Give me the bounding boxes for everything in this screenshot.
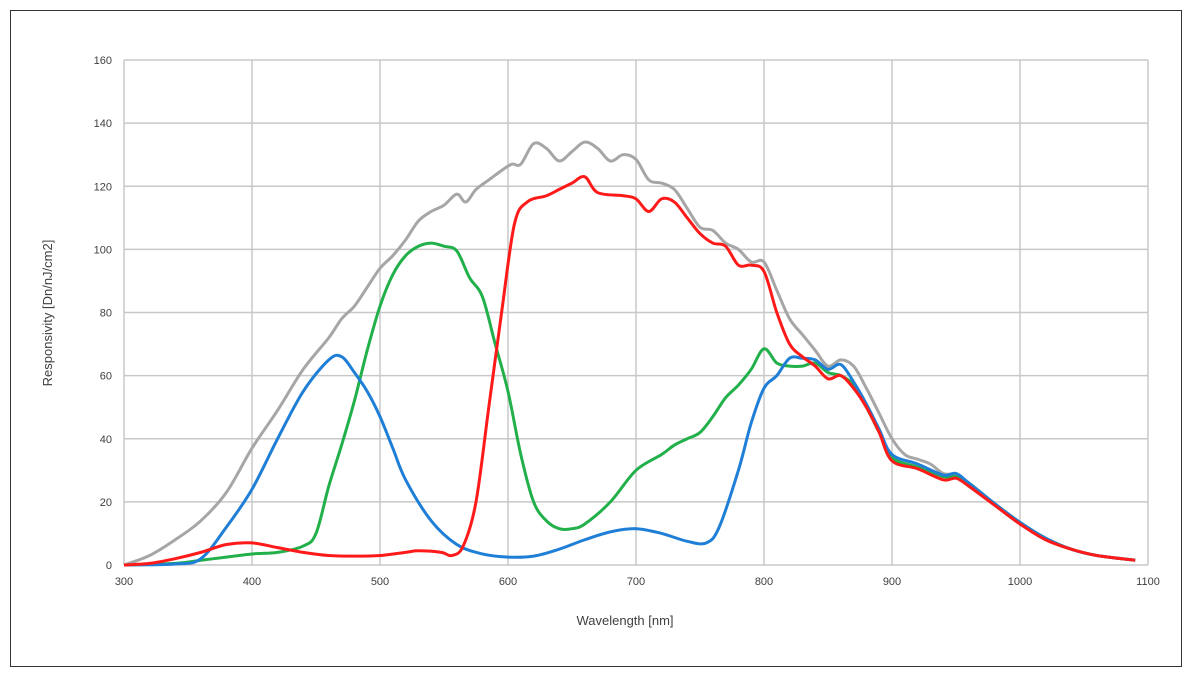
- x-tick-label: 600: [499, 576, 517, 588]
- y-tick-label: 20: [100, 497, 112, 509]
- x-tick-label: 400: [243, 576, 261, 588]
- x-tick-label: 300: [115, 576, 133, 588]
- y-tick-label: 140: [94, 118, 112, 130]
- x-tick-label: 900: [883, 576, 901, 588]
- x-tick-label: 800: [755, 576, 773, 588]
- x-tick-label: 1000: [1008, 576, 1032, 588]
- y-tick-label: 120: [94, 181, 112, 193]
- y-tick-label: 0: [106, 560, 112, 572]
- series-lines: [123, 140, 1136, 567]
- y-tick-label: 160: [94, 55, 112, 67]
- x-tick-label: 700: [627, 576, 645, 588]
- y-tick-label: 80: [100, 308, 112, 320]
- chart-frame: [10, 10, 1182, 667]
- x-tick-label: 500: [371, 576, 389, 588]
- series-line-gray: [123, 140, 1136, 567]
- y-tick-label: 60: [100, 371, 112, 383]
- series-line-red: [123, 175, 1136, 567]
- grid: [123, 59, 1149, 566]
- x-tick-labels: 300 400 500 600 700 800 900 1000 1100: [115, 576, 1160, 588]
- y-axis-label: Responsivity [Dn/nJ/cm2]: [40, 240, 55, 387]
- y-tick-labels: 0 20 40 60 80 100 120 140 160: [94, 55, 112, 572]
- y-tick-label: 40: [100, 434, 112, 446]
- y-tick-label: 100: [94, 244, 112, 256]
- series-line-green: [123, 241, 1136, 567]
- series-line-blue: [123, 353, 1136, 567]
- x-tick-label: 1100: [1136, 576, 1160, 588]
- x-axis-label: Wavelength [nm]: [576, 613, 673, 628]
